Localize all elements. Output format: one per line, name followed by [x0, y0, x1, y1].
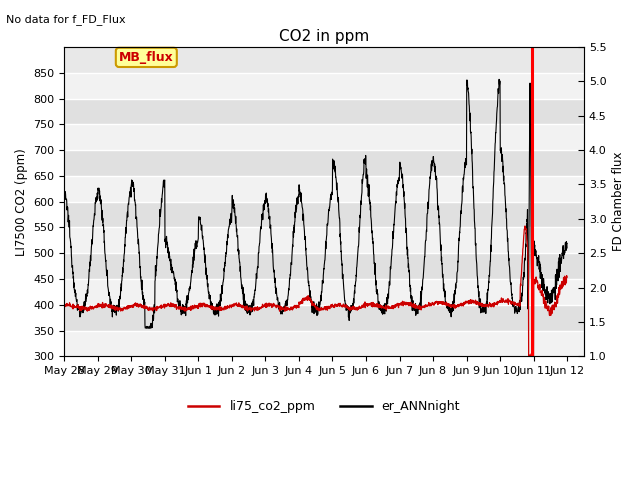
Bar: [65, 331, 584, 356]
Title: CO2 in ppm: CO2 in ppm: [279, 29, 369, 44]
Bar: [65, 124, 584, 150]
Y-axis label: LI7500 CO2 (ppm): LI7500 CO2 (ppm): [15, 148, 28, 255]
Bar: [65, 305, 584, 331]
Bar: [65, 279, 584, 305]
Bar: [65, 98, 584, 124]
Bar: [65, 228, 584, 253]
Text: MB_flux: MB_flux: [119, 51, 173, 64]
Legend: li75_co2_ppm, er_ANNnight: li75_co2_ppm, er_ANNnight: [183, 395, 465, 418]
Bar: [65, 73, 584, 98]
Text: No data for f_FD_Flux: No data for f_FD_Flux: [6, 14, 126, 25]
Bar: [65, 253, 584, 279]
Bar: [65, 202, 584, 228]
Y-axis label: FD Chamber flux: FD Chamber flux: [612, 152, 625, 252]
Bar: [65, 176, 584, 202]
Bar: [65, 150, 584, 176]
